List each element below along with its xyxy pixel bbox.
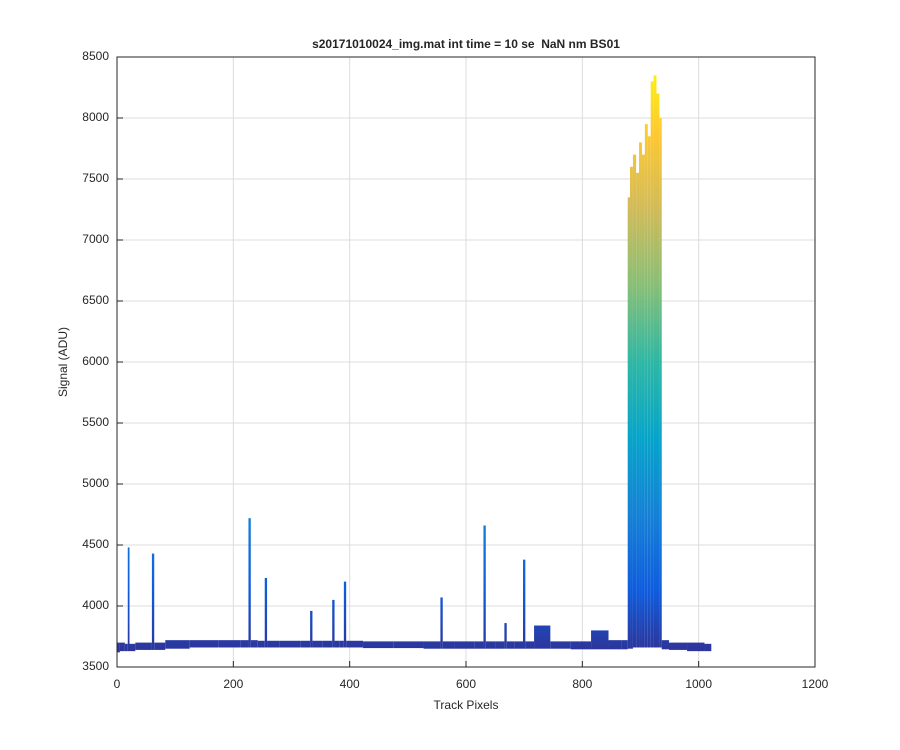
signal-band — [257, 640, 265, 648]
signal-band — [636, 172, 640, 648]
y-tick-label: 4500 — [82, 537, 109, 551]
signal-band — [117, 642, 120, 653]
y-tick-label: 6500 — [82, 293, 109, 307]
signal-band — [550, 641, 571, 649]
signal-band — [267, 640, 280, 648]
y-tick-label: 8000 — [82, 110, 109, 124]
signal-band — [332, 599, 335, 648]
y-tick-label: 4000 — [82, 598, 109, 612]
signal-band — [135, 642, 146, 650]
x-axis-label: Track Pixels — [434, 698, 499, 712]
signal-band — [687, 642, 705, 652]
y-axis-label: Signal (ADU) — [56, 327, 70, 397]
signal-band — [483, 525, 486, 649]
y-tick-label: 5000 — [82, 476, 109, 490]
signal-band — [145, 642, 152, 650]
signal-band — [647, 136, 651, 648]
signal-band — [310, 610, 313, 648]
signal-band — [300, 640, 311, 648]
signal-band — [440, 597, 443, 649]
signal-band — [514, 641, 524, 649]
signal-band — [312, 640, 323, 648]
signal-band — [339, 640, 344, 648]
signal-band — [129, 643, 136, 652]
signal-band — [454, 641, 475, 649]
x-tick-label: 1200 — [802, 677, 829, 691]
x-tick-label: 600 — [456, 677, 476, 691]
signal-band — [669, 642, 688, 650]
signal-band — [343, 581, 347, 648]
signal-band — [630, 166, 633, 649]
signal-band — [240, 640, 249, 648]
signal-band — [570, 641, 592, 650]
signal-band — [632, 154, 637, 648]
signal-band — [621, 640, 628, 650]
chart-title: s20171010024_img.mat int time = 10 se Na… — [312, 37, 620, 51]
signal-band — [495, 641, 505, 649]
signal-band — [423, 641, 441, 649]
signal-band — [393, 641, 424, 649]
x-tick-label: 1000 — [685, 677, 712, 691]
signal-band — [279, 640, 301, 648]
signal-band — [661, 640, 670, 650]
signal-band — [363, 641, 394, 649]
y-tick-label: 6000 — [82, 354, 109, 368]
signal-band — [127, 547, 130, 652]
signal-band — [591, 630, 609, 650]
x-tick-label: 400 — [340, 677, 360, 691]
signal-band — [442, 641, 455, 649]
x-tick-label: 800 — [572, 677, 592, 691]
y-tick-label: 5500 — [82, 415, 109, 429]
signal-band — [154, 642, 166, 650]
signal-band — [639, 142, 642, 648]
signal-band — [659, 118, 662, 648]
signal-band — [653, 75, 657, 648]
signal-band — [248, 518, 251, 648]
y-tick-label: 7000 — [82, 232, 109, 246]
y-tick-label: 8500 — [82, 49, 109, 63]
y-tick-label: 3500 — [82, 659, 109, 673]
signal-band — [474, 641, 484, 649]
signal-band — [334, 640, 340, 648]
signal-band — [506, 641, 515, 649]
signal-band — [656, 93, 660, 648]
signal-band — [650, 81, 654, 648]
signal-band — [525, 641, 535, 649]
signal-band — [165, 640, 190, 649]
signal-band — [641, 154, 645, 648]
signal-band — [485, 641, 496, 649]
signal-band — [644, 124, 648, 648]
signal-band — [322, 640, 333, 648]
signal-band — [189, 640, 219, 648]
signal-band — [523, 559, 526, 649]
y-tick-label: 7500 — [82, 171, 109, 185]
signal-band — [627, 197, 631, 649]
signal-band — [608, 640, 622, 650]
signal-band — [504, 623, 507, 649]
signal-band — [264, 577, 268, 648]
signal-band — [119, 642, 125, 652]
signal-band — [151, 553, 155, 650]
signal-band — [218, 640, 241, 648]
signal-band — [534, 625, 551, 649]
x-tick-label: 0 — [114, 677, 121, 691]
x-tick-label: 200 — [223, 677, 243, 691]
signal-band — [346, 640, 364, 648]
signal-band — [704, 643, 712, 652]
signal-band — [124, 643, 128, 652]
signal-band — [250, 640, 258, 648]
